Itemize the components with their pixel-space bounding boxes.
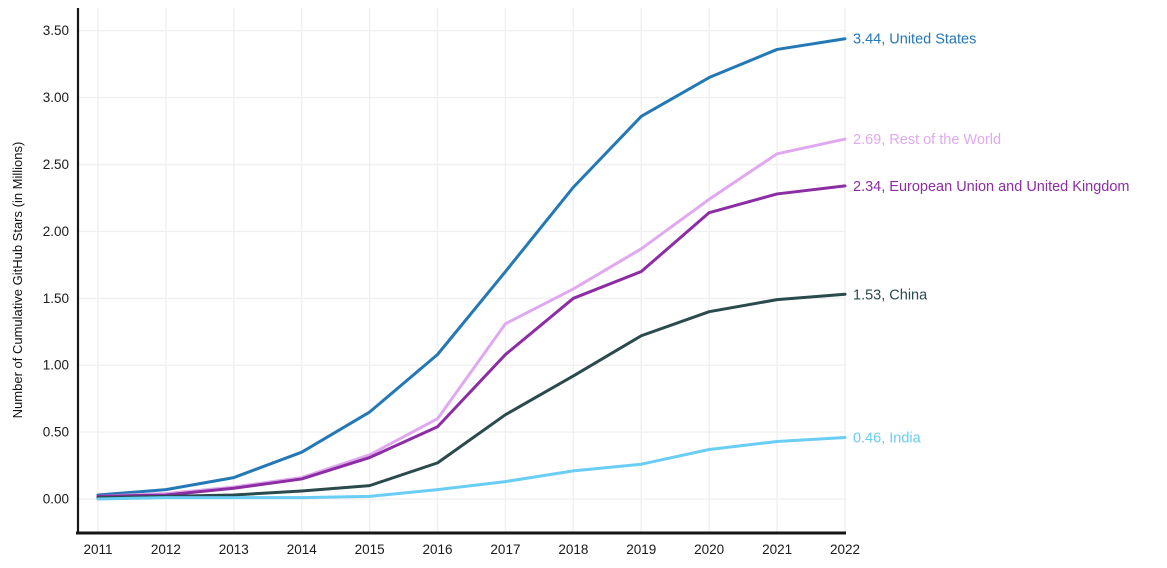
y-tick-label: 0.50 [43, 425, 69, 440]
x-tick-label: 2017 [490, 542, 520, 557]
series-line-rest-of-the-world [96, 137, 847, 498]
x-tick-label: 2011 [83, 542, 112, 557]
x-tick-label: 2012 [151, 542, 181, 557]
y-tick-label: 3.00 [43, 90, 69, 105]
y-tick-label: 1.50 [43, 291, 69, 306]
series-end-label-united-states: 3.44, United States [853, 32, 976, 48]
x-tick-label: 2020 [694, 542, 724, 557]
x-tick-label: 2018 [558, 542, 588, 557]
series-end-label-european-union-and-united-kingdom: 2.34, European Union and United Kingdom [853, 179, 1130, 195]
series-end-label-china: 1.53, China [853, 287, 928, 303]
series-line-india [96, 435, 847, 501]
x-tick-label: 2015 [355, 542, 385, 557]
series-line-united-states [96, 37, 847, 497]
y-axis-title: Number of Cumulative GitHub Stars (in Mi… [10, 142, 25, 419]
series-line-european-union-and-united-kingdom [96, 184, 847, 498]
series-end-label-rest-of-the-world: 2.69, Rest of the World [853, 132, 1001, 148]
y-tick-label: 3.50 [43, 23, 69, 38]
y-tick-label: 1.00 [43, 358, 69, 373]
x-tick-label: 2022 [830, 542, 860, 557]
series-line-china [96, 292, 847, 500]
y-tick-label: 2.50 [43, 157, 69, 172]
y-tick-label: 0.00 [43, 492, 69, 507]
x-tick-label: 2013 [219, 542, 249, 557]
x-tick-label: 2019 [626, 542, 656, 557]
y-tick-label: 2.00 [43, 224, 69, 239]
x-tick-label: 2016 [423, 542, 453, 557]
x-tick-label: 2021 [762, 542, 792, 557]
series-end-label-india: 0.46, India [853, 430, 922, 446]
x-tick-label: 2014 [287, 542, 318, 557]
